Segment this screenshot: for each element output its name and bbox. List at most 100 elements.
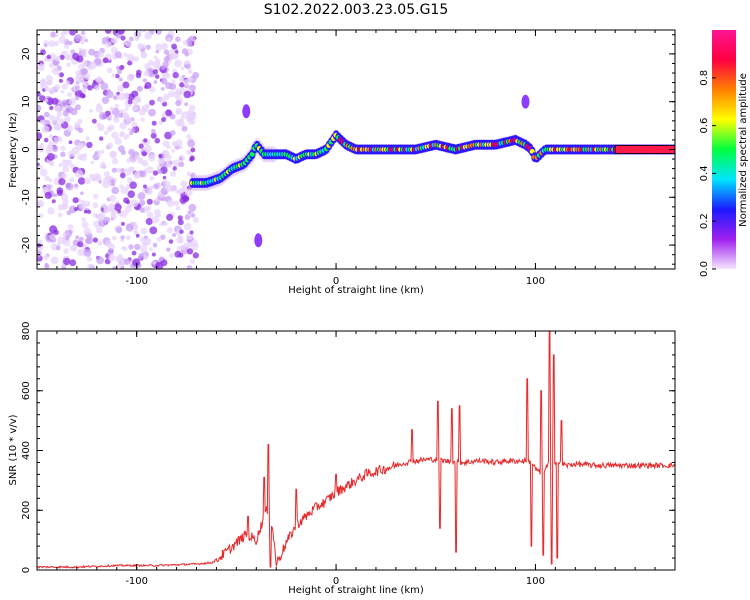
colorbar-ticks: 0.0 0.2 0.4 0.6 0.8 [699, 70, 716, 277]
x-tick-label: 100 [526, 276, 545, 287]
spectrogram-noise-cell [78, 47, 83, 52]
spectrogram-noise-cell [78, 203, 85, 210]
spectrogram-noise-cell [174, 59, 183, 68]
spectrogram-noise-cell [61, 99, 69, 108]
spectrogram-noise-cell [45, 74, 53, 82]
spectrogram-noise-cell [123, 52, 128, 57]
spectrogram-noise-cell [105, 174, 111, 181]
snr-xlabel: Height of straight line (km) [288, 585, 424, 596]
spectrogram-noise-cell [166, 247, 171, 252]
spectrogram-noise-cell [39, 142, 44, 147]
spectrogram-noise-cell [82, 48, 87, 54]
spectrogram-noise-cell [58, 78, 64, 83]
spectrogram-noise-cell [69, 177, 75, 183]
spectrogram-noise-cell [63, 248, 70, 255]
spectrogram-noise-cell [49, 105, 54, 111]
spectrogram-noise-cell [115, 226, 123, 234]
spectrogram-noise-cell [97, 241, 103, 246]
spectrogram-noise-cell [179, 77, 183, 82]
spectrogram-noise-cell [122, 81, 130, 89]
spectrogram-noise-cell [75, 70, 81, 76]
spectrogram-noise-cell [183, 60, 188, 66]
spectrogram-noise-cell [77, 241, 84, 248]
spectrogram-noise-cell [110, 37, 117, 44]
spectrogram-noise-cell [111, 157, 119, 165]
snr-ylabel: SNR (10 * v/v) [8, 414, 19, 485]
spectrogram-noise-cell [139, 170, 147, 178]
spectrogram-noise-cell [60, 151, 66, 157]
spectrogram-noise-cell [51, 67, 60, 75]
spectrogram-noise-cell [44, 262, 49, 268]
spectrogram-noise-cell [129, 56, 136, 62]
spectrogram-noise-cell [115, 73, 120, 79]
spectrogram-noise-cell [143, 237, 152, 246]
spectrogram-noise-cell [86, 256, 93, 262]
spectrogram-noise-cell [154, 74, 160, 79]
spectrogram-noise-cell [92, 80, 97, 84]
spectrogram-noise-cell [169, 253, 174, 258]
spectrogram-noise-cell [46, 145, 54, 152]
spectrogram-noise-cell [65, 159, 72, 166]
spectrogram-noise-cell [125, 235, 131, 241]
spectrogram-noise-cell [110, 179, 115, 184]
spectrogram-noise-cell [89, 61, 97, 70]
spectrogram-noise-cell [44, 175, 50, 181]
spectrogram-noise-cell [153, 55, 158, 60]
spectrogram-noise-cell [119, 168, 126, 174]
spectrogram-noise-cell [63, 30, 70, 35]
x-tick-label: -100 [125, 576, 148, 587]
spectrogram-noise-cell [62, 232, 67, 237]
spectrogram-noise-cell [172, 159, 181, 168]
spectrogram-noise-cell [118, 92, 126, 101]
spectrogram-noise-cell [183, 222, 192, 231]
spectrogram-noise-cell [122, 112, 129, 120]
spectrogram-noise-cell [180, 244, 187, 251]
spectrogram-noise-cell [139, 199, 146, 206]
spectrogram-noise-cell [98, 180, 102, 184]
spectrogram-noise-cell [190, 258, 196, 264]
spectrogram-noise-cell [190, 173, 195, 178]
spectrogram-noise-cell [39, 63, 44, 68]
spectrogram-noise-cell [152, 60, 161, 69]
spectrogram-noise-cell [65, 182, 74, 191]
spectrogram-noise-cell [59, 54, 65, 60]
spectrogram-noise-cell [113, 116, 120, 124]
colorbar-tick-label: 0.8 [699, 70, 710, 86]
spectrogram-noise-cell [126, 158, 132, 164]
spectrogram-noise-cell [112, 95, 118, 100]
spectrogram-noise-cell [190, 213, 196, 218]
spectrogram-noise-cell [85, 136, 90, 141]
spectrogram-noise-cell [121, 246, 125, 251]
spectrogram-noise-cell [140, 227, 148, 235]
spectrogram-noise-cell [67, 92, 73, 98]
spectrogram-noise-cell [142, 78, 147, 83]
spectrogram-noise-cell [81, 217, 86, 222]
spectrogram-noise-cell [166, 227, 173, 234]
spectrogram-noise-cell [186, 265, 193, 269]
y-tick-label: -20 [21, 237, 32, 253]
spectrogram-noise-cell [139, 237, 145, 243]
spectrogram-noise-cell [37, 104, 42, 113]
spectrogram-noise-cell [134, 95, 141, 102]
spectrogram-noise-cell [131, 128, 136, 133]
snr-frame [36, 330, 676, 571]
spectrogram-noise-cell [81, 221, 89, 229]
spectrogram-noise-cell [175, 100, 182, 107]
spectrogram-noise-cell [140, 117, 145, 122]
spectrogram-noise-cell [187, 41, 193, 48]
spectrogram-noise-cell [139, 245, 148, 253]
spectrogram-noise-cell [75, 170, 84, 179]
spectrogram-noise-cell [119, 65, 125, 71]
spectrogram-noise-cell [129, 36, 134, 42]
spectrogram-noise-cell [159, 120, 163, 125]
spectrogram-noise-cell [94, 151, 99, 155]
spectrogram-noise-cell [49, 162, 54, 167]
spectrogram-noise-cell [111, 235, 117, 241]
spectrogram-noise-cell [77, 249, 85, 257]
spectrogram-noise-cell [103, 130, 109, 135]
spectrogram-noise-cell [132, 105, 139, 112]
spectrogram-noise-cell [148, 154, 156, 162]
spectrogram-noise-cell [171, 43, 178, 50]
spectrogram-noise-cell [164, 72, 171, 79]
